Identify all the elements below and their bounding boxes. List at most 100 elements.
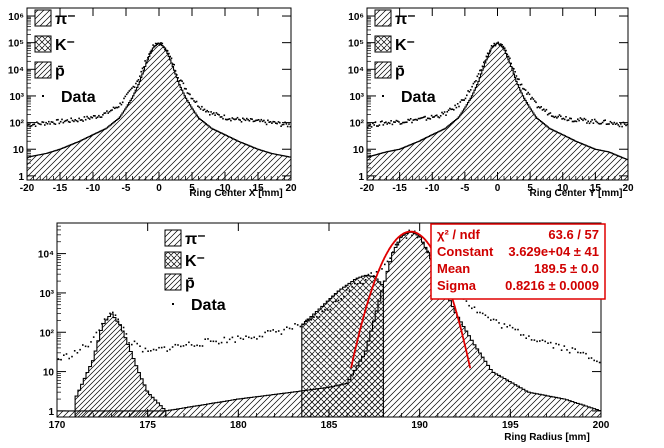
data-point [326, 309, 329, 311]
data-point [269, 330, 272, 332]
data-point [400, 236, 402, 239]
data-point [416, 236, 419, 239]
data-point [265, 123, 268, 126]
data-point [486, 52, 489, 55]
data-point [257, 119, 260, 121]
data-point [135, 82, 137, 85]
data-point [178, 80, 181, 82]
y-tick-label: 10 [43, 368, 55, 379]
data-point [376, 125, 378, 127]
data-point [530, 339, 533, 341]
data-point [91, 116, 94, 119]
data-point [462, 99, 464, 101]
data-point [587, 120, 589, 123]
data-point [586, 122, 588, 124]
data-point [137, 79, 140, 81]
data-point [501, 44, 503, 46]
data-point [205, 110, 207, 113]
x-tick-label: 200 [593, 420, 610, 431]
data-point [139, 75, 141, 77]
data-point [490, 45, 493, 47]
fit-stat-label: χ² / ndf [437, 227, 481, 242]
data-point [484, 60, 486, 62]
data-point [112, 106, 115, 109]
data-point [149, 51, 152, 53]
data-point [488, 52, 490, 55]
data-point [601, 121, 604, 124]
data-point [411, 121, 413, 124]
pion-histogram [367, 42, 628, 180]
data-point [283, 328, 285, 331]
data-point [177, 77, 179, 79]
data-point [107, 112, 109, 114]
data-point [391, 123, 394, 126]
data-point [562, 117, 565, 120]
data-point [234, 118, 236, 121]
data-point [620, 123, 622, 125]
y-tick-label: 1 [48, 407, 54, 418]
data-point [185, 88, 187, 90]
data-point [110, 109, 112, 112]
data-point [561, 118, 563, 120]
data-point [441, 111, 443, 114]
data-point [131, 343, 133, 346]
data-point [54, 123, 57, 125]
data-point [381, 268, 383, 270]
data-point [528, 93, 531, 96]
data-point [618, 125, 621, 128]
data-point [490, 319, 492, 321]
data-point [166, 350, 168, 352]
data-point [398, 121, 400, 123]
data-point [408, 229, 410, 232]
data-point [614, 123, 617, 125]
legend-swatch [164, 229, 182, 247]
data-point [403, 234, 405, 236]
data-point [511, 326, 514, 329]
data-point [285, 123, 288, 125]
data-point [568, 351, 571, 354]
data-point [392, 251, 394, 253]
data-point [177, 344, 179, 346]
data-point [247, 118, 249, 121]
data-point [590, 357, 593, 359]
data-point [481, 65, 484, 68]
data-point [458, 105, 460, 108]
legend-swatch [374, 35, 392, 53]
data-point [395, 119, 398, 122]
x-tick-label: 0 [156, 183, 162, 194]
data-point [412, 119, 415, 121]
data-point [411, 234, 413, 237]
data-point [318, 316, 321, 318]
data-point [541, 109, 544, 111]
data-point [187, 92, 190, 95]
data-point [193, 345, 196, 347]
data-point [228, 338, 231, 341]
data-point [207, 338, 209, 340]
data-point [321, 310, 323, 313]
data-point [571, 347, 574, 349]
fit-stat-label: Sigma [437, 278, 477, 293]
fit-stats-box: χ² / ndf 63.6 / 57 Constant 3.629e+04 ± 41 M… [430, 223, 606, 300]
data-point [57, 118, 59, 121]
data-point [66, 119, 69, 121]
data-point [379, 121, 382, 123]
data-point [626, 123, 628, 126]
data-point [250, 337, 253, 340]
data-point [112, 311, 114, 314]
data-point [202, 109, 204, 111]
ring-center-y-panel: -20 -15 -10 -5 0 5 10 15 20 1 10 10² 10³ 10⁴ 10⁵ 10⁶ Rin… [348, 7, 634, 199]
y-tick-label: 10³ [40, 289, 55, 300]
data-point [139, 345, 141, 347]
data-point [429, 118, 432, 120]
data-point [370, 126, 373, 128]
data-point [423, 116, 425, 118]
data-point [71, 119, 74, 122]
data-point [248, 336, 250, 339]
y-tick-label: 10³ [350, 92, 365, 103]
data-point [296, 324, 299, 326]
ring-radius-panel: 170 175 180 185 190 195 200 1 10 10² 10³ 10⁴ Ring Ra… [38, 222, 610, 443]
data-point [599, 123, 601, 125]
data-point [33, 123, 36, 125]
data-point [438, 116, 441, 119]
data-point [163, 346, 166, 348]
